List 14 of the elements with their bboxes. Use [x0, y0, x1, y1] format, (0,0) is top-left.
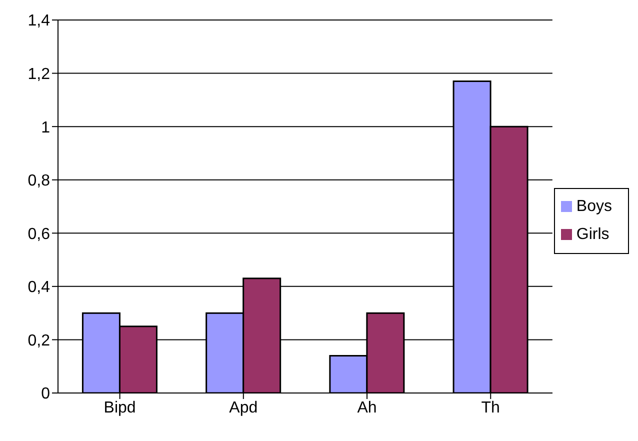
- legend-label: Boys: [576, 198, 612, 214]
- y-tick-label: 0,8: [28, 172, 50, 190]
- y-tick-label: 0,2: [28, 332, 50, 350]
- y-tick-label: 1: [41, 119, 50, 136]
- y-tick-label: 0,6: [28, 226, 50, 243]
- x-tick-label: Th: [481, 399, 500, 416]
- y-tick-label: 0,4: [28, 279, 50, 296]
- legend-label: Girls: [576, 226, 610, 242]
- x-tick-label: Apd: [229, 399, 258, 416]
- x-tick-label: Ah: [357, 399, 377, 416]
- y-tick-label: 1,4: [28, 12, 50, 30]
- y-tick-label: 1,2: [28, 66, 50, 83]
- y-tick-label: 0: [41, 386, 50, 403]
- x-tick-label: Bipd: [104, 399, 136, 416]
